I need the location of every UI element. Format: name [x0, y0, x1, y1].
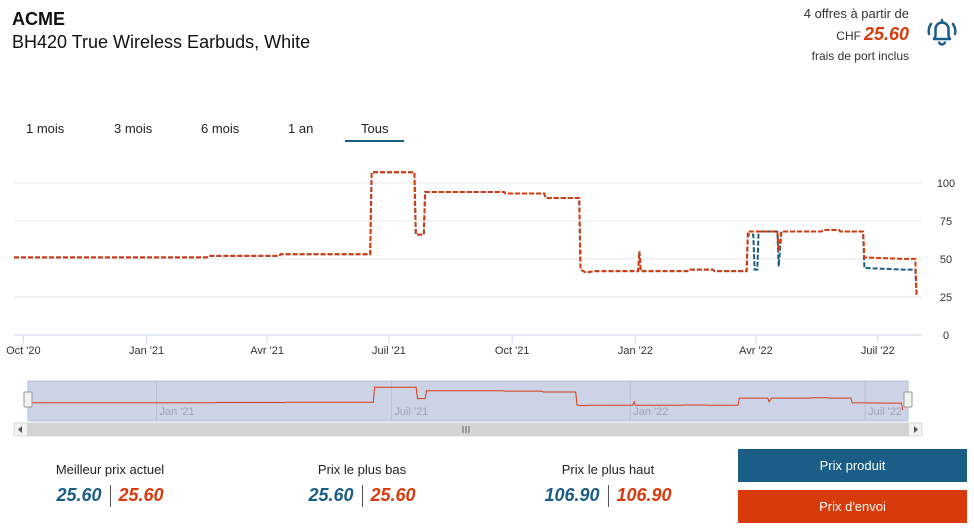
navigator-handle-right — [903, 391, 913, 408]
x-tick-label: Jan '21 — [129, 345, 164, 357]
bell-alert-icon[interactable] — [922, 12, 962, 52]
stat-label: Prix le plus haut — [561, 462, 655, 477]
range-1-month[interactable]: 1 mois — [26, 121, 65, 136]
x-tick-label: Oct '21 — [495, 345, 530, 357]
y-tick-label: 50 — [940, 254, 952, 266]
x-tick-label: Juil '22 — [861, 345, 895, 357]
x-tick-label: Avr '21 — [250, 345, 284, 357]
stat-shipping-value: 25.60 — [118, 485, 164, 505]
navigator-tick-label: Jan '22 — [633, 406, 668, 418]
stat-product-value: 106.90 — [544, 485, 600, 505]
product-title: BH420 True Wireless Earbuds, White — [12, 32, 311, 52]
stat-product-value: 25.60 — [308, 485, 354, 505]
y-tick-label: 100 — [937, 178, 955, 190]
stat-lowest: Prix le plus bas 25.60 25.60 — [252, 462, 472, 508]
offers-summary: 4 offres à partir de CHF 25.60 frais de p… — [804, 4, 909, 66]
stat-shipping-value: 106.90 — [616, 485, 672, 505]
shipping-note: frais de port inclus — [811, 49, 909, 63]
y-tick-label: 0 — [943, 330, 949, 342]
series-line — [14, 171, 918, 297]
y-tick-label: 75 — [940, 216, 952, 228]
range-1-year[interactable]: 1 an — [288, 121, 314, 136]
x-tick-label: Jan '22 — [618, 345, 653, 357]
stat-highest: Prix le plus haut 106.90 106.90 — [498, 462, 718, 508]
navigator-window — [27, 380, 909, 422]
best-price: 25.60 — [863, 24, 909, 44]
x-tick-label: Avr '22 — [739, 345, 773, 357]
scroll-right-icon — [914, 426, 918, 433]
chart-navigator[interactable]: Jan '21 Juil '21 Jan '22 Juil '22 — [0, 378, 974, 438]
navigator-handle-left — [23, 391, 33, 408]
x-tick-label: Oct '20 — [6, 345, 41, 357]
scrollbar-thumb — [27, 423, 909, 436]
range-3-months[interactable]: 3 mois — [114, 121, 153, 136]
navigator-series-line — [28, 386, 904, 410]
navigator-tick-label: Jan '21 — [159, 406, 194, 418]
stat-shipping-value: 25.60 — [370, 485, 416, 505]
range-6-months[interactable]: 6 mois — [201, 121, 240, 136]
shipping-price-button[interactable]: Prix d'envoi — [738, 490, 967, 523]
navigator-tick-label: Juil '22 — [868, 406, 902, 418]
y-tick-label: 25 — [940, 292, 952, 304]
price-history-chart: 0 25 50 75 100 Oct '20 Jan '21 Avr '21 Juil '21 O… — [6, 171, 955, 357]
range-all[interactable]: Tous — [345, 118, 405, 142]
stat-label: Meilleur prix actuel — [55, 462, 165, 477]
offers-text: 4 offres à partir de — [803, 6, 909, 21]
scroll-left-icon — [18, 426, 22, 433]
stat-product-value: 25.60 — [56, 485, 102, 505]
x-tick-label: Juil '21 — [372, 345, 406, 357]
navigator-tick-label: Juil '21 — [394, 406, 428, 418]
product-price-button[interactable]: Prix produit — [738, 449, 967, 482]
stat-label: Prix le plus bas — [317, 462, 407, 477]
stat-current-best: Meilleur prix actuel 25.60 25.60 — [0, 462, 220, 508]
brand: ACME — [12, 9, 65, 29]
currency-label: CHF — [836, 29, 861, 43]
